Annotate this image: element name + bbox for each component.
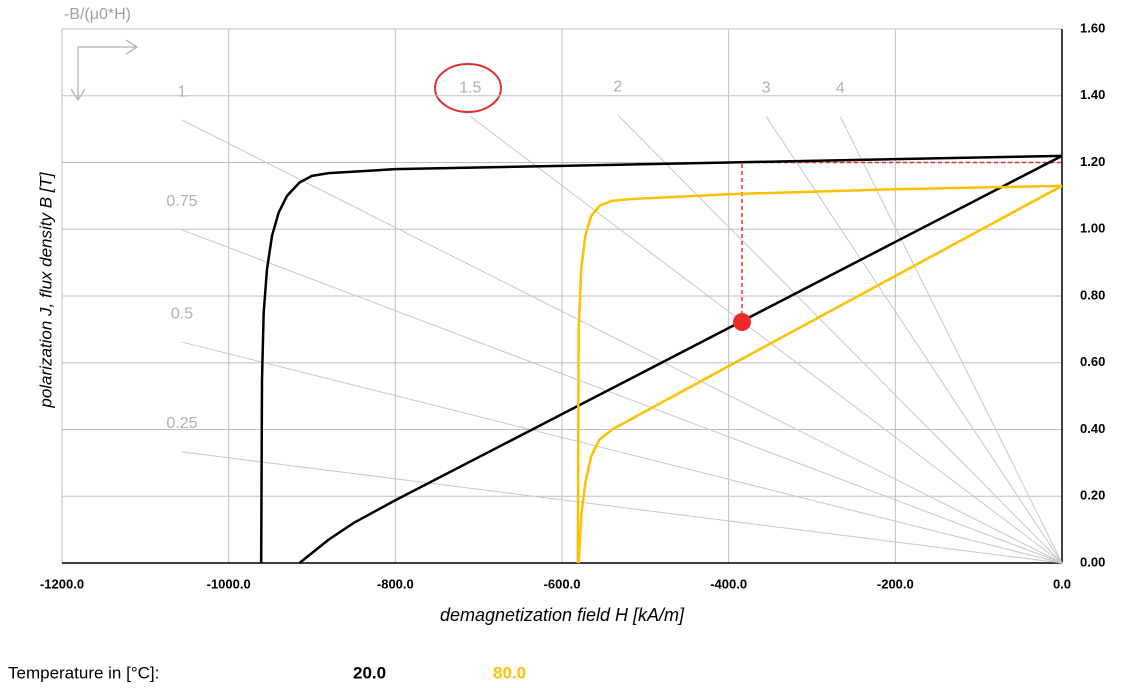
y-tick-label: 1.40 xyxy=(1080,87,1105,102)
x-tick-label: -1200.0 xyxy=(40,576,84,591)
load-line xyxy=(839,116,1063,564)
x-tick-label: -800.0 xyxy=(377,576,414,591)
legend-title: Temperature in [°C]: xyxy=(8,663,159,682)
load-line xyxy=(617,114,1063,564)
load-line xyxy=(181,341,1063,564)
x-tick-label: -1000.0 xyxy=(207,576,251,591)
x-tick-label: -400.0 xyxy=(710,576,747,591)
load-line xyxy=(181,229,1063,564)
y-tick-label: 0.00 xyxy=(1080,554,1105,569)
curve xyxy=(298,154,1063,564)
operating-point xyxy=(733,313,751,332)
x-tick-label: 0.0 xyxy=(1053,576,1071,591)
y-tick-label: 0.40 xyxy=(1080,421,1105,436)
y-tick-label: 1.20 xyxy=(1080,154,1105,169)
legend-label: 20.0 xyxy=(353,663,386,682)
load-line-label: 0.75 xyxy=(166,193,197,210)
legend-label: 80.0 xyxy=(493,663,526,682)
load-line xyxy=(470,116,1063,564)
chart-title: -B/(μ0*H) xyxy=(64,6,131,23)
load-line xyxy=(181,119,1063,564)
curve xyxy=(259,154,1063,564)
y-tick-label: 0.80 xyxy=(1080,287,1105,302)
load-line xyxy=(181,451,1063,564)
load-line-label: 3 xyxy=(762,80,771,97)
y-axis-label: polarization J, flux density B [T] xyxy=(36,171,55,409)
x-axis-label: demagnetization field H [kA/m] xyxy=(440,605,685,625)
load-line-label: 4 xyxy=(836,80,845,97)
highlight-circle xyxy=(434,63,502,113)
x-tick-label: -200.0 xyxy=(877,576,914,591)
curve xyxy=(576,184,1063,564)
load-line-label: 2 xyxy=(613,78,622,95)
y-tick-label: 1.60 xyxy=(1080,20,1105,35)
y-tick-label: 0.20 xyxy=(1080,488,1105,503)
load-line-label: 1.5 xyxy=(459,80,481,97)
load-line-label: 1 xyxy=(178,83,187,100)
y-tick-label: 0.60 xyxy=(1080,354,1105,369)
curve xyxy=(577,184,1063,564)
axis-icon xyxy=(70,39,139,102)
x-tick-label: -600.0 xyxy=(544,576,581,591)
load-line-label: 0.25 xyxy=(166,415,197,432)
y-tick-label: 1.00 xyxy=(1080,221,1105,236)
load-line-label: 0.5 xyxy=(171,305,193,322)
